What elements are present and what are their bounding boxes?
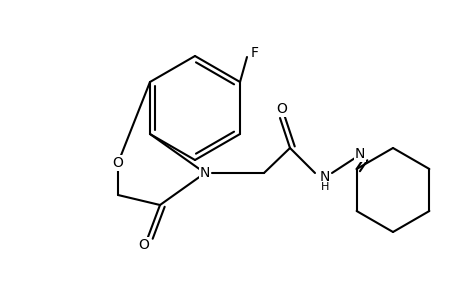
Text: O: O: [112, 156, 123, 170]
Text: N: N: [354, 147, 364, 161]
Text: O: O: [276, 102, 287, 116]
Text: N: N: [319, 170, 330, 184]
Text: H: H: [320, 182, 329, 192]
Text: O: O: [138, 238, 149, 252]
Text: N: N: [199, 166, 210, 180]
Text: F: F: [251, 46, 258, 60]
